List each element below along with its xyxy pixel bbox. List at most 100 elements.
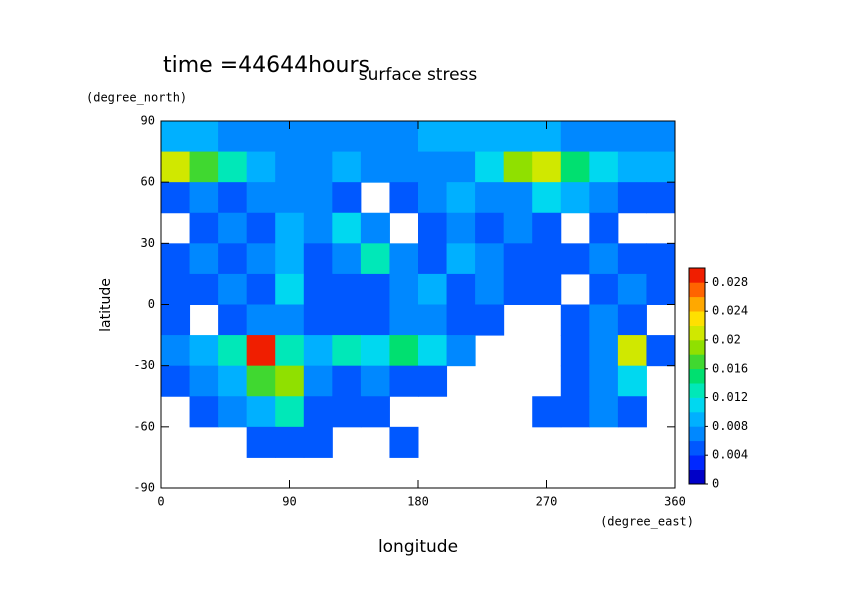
- field-cell: [275, 426, 305, 458]
- field-cell: [332, 151, 362, 183]
- field-cell: [161, 396, 190, 427]
- field-cell: [561, 427, 590, 458]
- field-cell: [275, 243, 305, 275]
- field-cell: [361, 182, 390, 213]
- field-cell: [161, 273, 191, 305]
- field-cell: [303, 121, 333, 153]
- field-cell: [475, 335, 504, 366]
- field-cell: [246, 365, 276, 397]
- y-axis-label: latitude: [98, 278, 114, 332]
- chart-subtitle: time =44644hours: [163, 53, 370, 78]
- field-cell: [161, 335, 191, 367]
- field-cell: [360, 121, 390, 153]
- field-cell: [361, 427, 390, 458]
- x-tick-label: 180: [407, 495, 429, 509]
- field-cell: [275, 396, 305, 428]
- field-cell: [275, 304, 305, 336]
- field-cell: [418, 182, 448, 214]
- field-cell: [332, 365, 362, 397]
- field-cell: [332, 457, 361, 488]
- field-cell: [189, 396, 219, 428]
- field-cell: [332, 396, 362, 428]
- field-cell: [246, 182, 276, 214]
- field-cell: [446, 151, 476, 183]
- field-cell: [418, 151, 448, 183]
- field-cell: [646, 182, 676, 214]
- field-cell: [303, 365, 333, 397]
- field-cell: [303, 396, 333, 428]
- colorbar-swatch: [689, 455, 705, 470]
- y-tick-label: 90: [141, 114, 155, 128]
- field-cell: [589, 335, 619, 367]
- field-cell: [532, 396, 562, 428]
- colorbar-tick-label: 0.004: [712, 448, 748, 462]
- field-cell: [189, 335, 219, 367]
- field-cell: [646, 243, 676, 275]
- field-cell: [332, 335, 362, 367]
- field-cell: [247, 457, 276, 488]
- field-cell: [275, 273, 305, 305]
- field-cell: [475, 457, 504, 488]
- field-cell: [360, 335, 390, 367]
- field-cell: [418, 427, 447, 458]
- field-cell: [189, 273, 219, 305]
- field-cell: [189, 243, 219, 275]
- field-cell: [646, 427, 675, 458]
- field-cell: [589, 304, 619, 336]
- field-cell: [560, 304, 590, 336]
- field-cell: [589, 457, 618, 488]
- field-cell: [561, 274, 590, 305]
- field-cell: [447, 427, 476, 458]
- field-cell: [389, 396, 418, 427]
- field-cell: [475, 273, 505, 305]
- field-cell: [246, 212, 276, 244]
- field-cell: [617, 335, 647, 367]
- field-cell: [646, 273, 676, 305]
- field-cell: [503, 121, 533, 153]
- field-cell: [532, 151, 562, 183]
- field-cell: [504, 366, 533, 397]
- field-cell: [504, 335, 533, 366]
- field-cell: [418, 243, 448, 275]
- field-cell: [418, 365, 448, 397]
- colorbar-swatch: [689, 426, 705, 442]
- field-cell: [332, 304, 362, 336]
- field-cell: [389, 457, 418, 488]
- field-cell: [161, 365, 191, 397]
- field-cell: [589, 427, 618, 458]
- field-cell: [218, 182, 248, 214]
- field-cell: [475, 396, 504, 427]
- field-cell: [246, 304, 276, 336]
- field-cell: [161, 243, 191, 275]
- x-tick-label: 360: [664, 495, 686, 509]
- field-cell: [532, 212, 562, 244]
- field-cell: [560, 182, 590, 214]
- field-cell: [189, 365, 219, 397]
- field-cell: [303, 182, 333, 214]
- field-cell: [246, 243, 276, 275]
- field-cell: [389, 151, 419, 183]
- field-cell: [360, 304, 390, 336]
- field-cell: [475, 182, 505, 214]
- x-tick-label: 0: [157, 495, 164, 509]
- field-cell: [447, 457, 476, 488]
- field-cell: [561, 213, 590, 244]
- field-cell: [246, 121, 276, 153]
- field-cell: [560, 243, 590, 275]
- field-cell: [218, 427, 247, 458]
- field-cell: [418, 212, 448, 244]
- field-cell: [332, 427, 361, 458]
- field-cell: [389, 273, 419, 305]
- field-cell: [275, 182, 305, 214]
- field-cell: [218, 151, 248, 183]
- field-cell: [504, 305, 533, 336]
- field-cell: [503, 151, 533, 183]
- x-tick-label: 90: [282, 495, 296, 509]
- colorbar-swatch: [689, 469, 705, 485]
- field-cell: [617, 365, 647, 397]
- field-cell: [360, 273, 390, 305]
- field-cell: [589, 121, 619, 153]
- colorbar-swatch: [689, 282, 705, 298]
- y-tick-label: 30: [141, 236, 155, 250]
